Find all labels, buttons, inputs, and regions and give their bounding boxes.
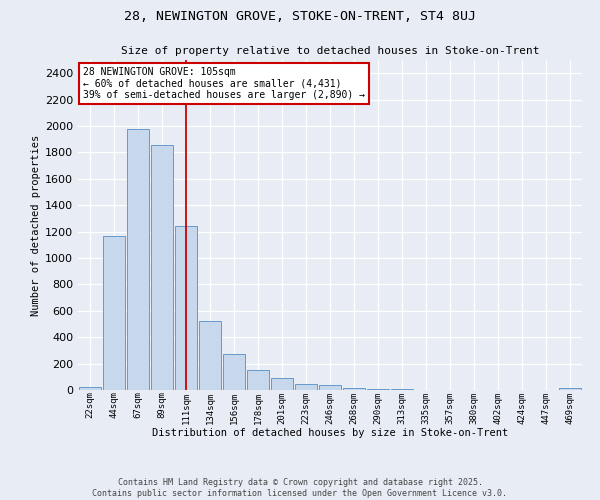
X-axis label: Distribution of detached houses by size in Stoke-on-Trent: Distribution of detached houses by size …: [152, 428, 508, 438]
Text: 28 NEWINGTON GROVE: 105sqm
← 60% of detached houses are smaller (4,431)
39% of s: 28 NEWINGTON GROVE: 105sqm ← 60% of deta…: [83, 66, 365, 100]
Bar: [247, 370, 269, 390]
Bar: [559, 388, 581, 390]
Bar: [175, 226, 197, 390]
Text: Contains HM Land Registry data © Crown copyright and database right 2025.
Contai: Contains HM Land Registry data © Crown c…: [92, 478, 508, 498]
Bar: [319, 384, 341, 390]
Bar: [103, 236, 125, 390]
Bar: [367, 388, 389, 390]
Bar: [151, 145, 173, 390]
Bar: [343, 388, 365, 390]
Title: Size of property relative to detached houses in Stoke-on-Trent: Size of property relative to detached ho…: [121, 46, 539, 56]
Bar: [271, 378, 293, 390]
Bar: [127, 128, 149, 390]
Bar: [391, 389, 413, 390]
Bar: [199, 322, 221, 390]
Bar: [79, 386, 101, 390]
Text: 28, NEWINGTON GROVE, STOKE-ON-TRENT, ST4 8UJ: 28, NEWINGTON GROVE, STOKE-ON-TRENT, ST4…: [124, 10, 476, 23]
Y-axis label: Number of detached properties: Number of detached properties: [31, 134, 41, 316]
Bar: [295, 384, 317, 390]
Bar: [223, 354, 245, 390]
